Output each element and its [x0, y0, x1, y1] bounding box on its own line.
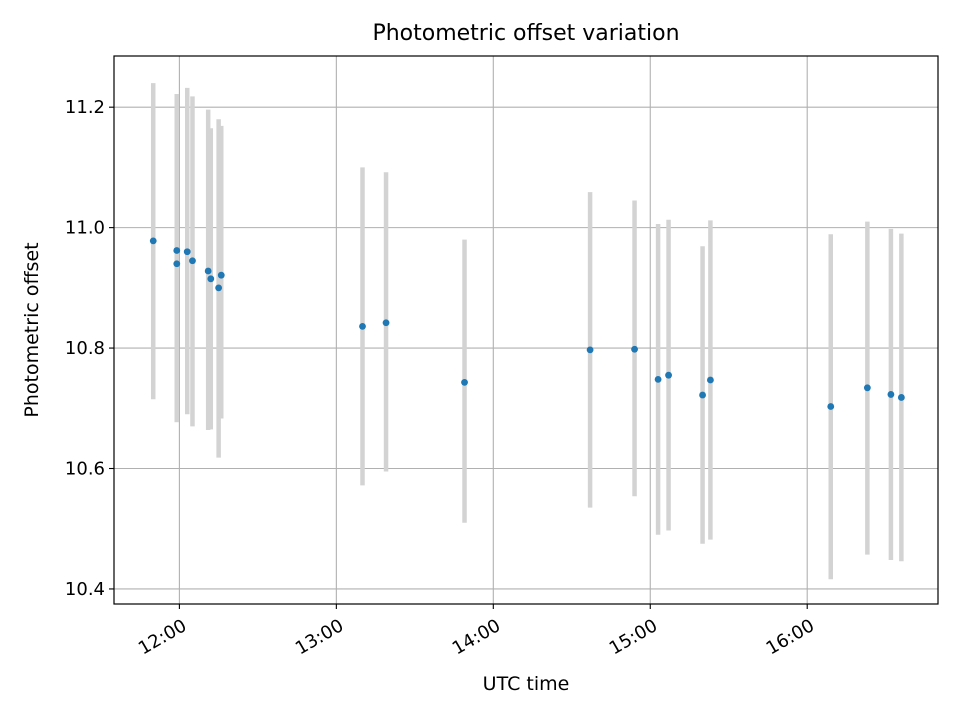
- data-point: [586, 346, 594, 354]
- data-point: [189, 257, 196, 265]
- data-point: [149, 237, 157, 245]
- x-tick-label: 16:00: [763, 615, 818, 659]
- data-point: [173, 260, 181, 268]
- data-point: [217, 271, 225, 279]
- chart-title: Photometric offset variation: [372, 21, 680, 46]
- x-tick-label: 13:00: [292, 615, 347, 659]
- error-bars: [150, 83, 904, 580]
- y-axis-ticks: 10.4 10.6 10.8 11.0 11.2: [65, 97, 114, 600]
- data-point: [173, 247, 181, 254]
- grid-lines: [114, 56, 938, 604]
- data-point: [827, 403, 835, 410]
- data-point: [631, 345, 638, 353]
- plot-frame: [113, 55, 939, 605]
- x-tick-label: 12:00: [135, 615, 190, 659]
- data-point: [204, 267, 212, 275]
- data-point: [863, 384, 871, 392]
- data-point: [382, 319, 390, 327]
- data-point: [359, 322, 366, 330]
- y-axis-label: Photometric offset: [21, 242, 43, 418]
- y-tick-label: 11.2: [65, 97, 105, 118]
- y-tick-label: 10.4: [65, 579, 105, 600]
- data-point: [183, 248, 191, 256]
- data-point: [461, 378, 468, 386]
- data-point: [215, 284, 223, 292]
- data-point: [654, 375, 662, 383]
- y-tick-label: 11.0: [65, 218, 105, 239]
- data-point: [707, 376, 714, 384]
- data-point: [699, 391, 706, 399]
- data-point: [665, 371, 672, 379]
- y-tick-label: 10.6: [65, 459, 105, 480]
- x-tick-label: 14:00: [449, 615, 504, 659]
- data-point: [887, 391, 895, 398]
- data-point: [207, 275, 215, 283]
- data-point: [897, 394, 905, 401]
- x-tick-label: 15:00: [606, 615, 661, 659]
- y-tick-label: 10.8: [65, 338, 105, 359]
- x-axis-label: UTC time: [482, 673, 570, 695]
- data-points: [149, 237, 905, 410]
- x-axis-ticks: 12:00 13:00 14:00 15:00 16:00: [135, 604, 818, 659]
